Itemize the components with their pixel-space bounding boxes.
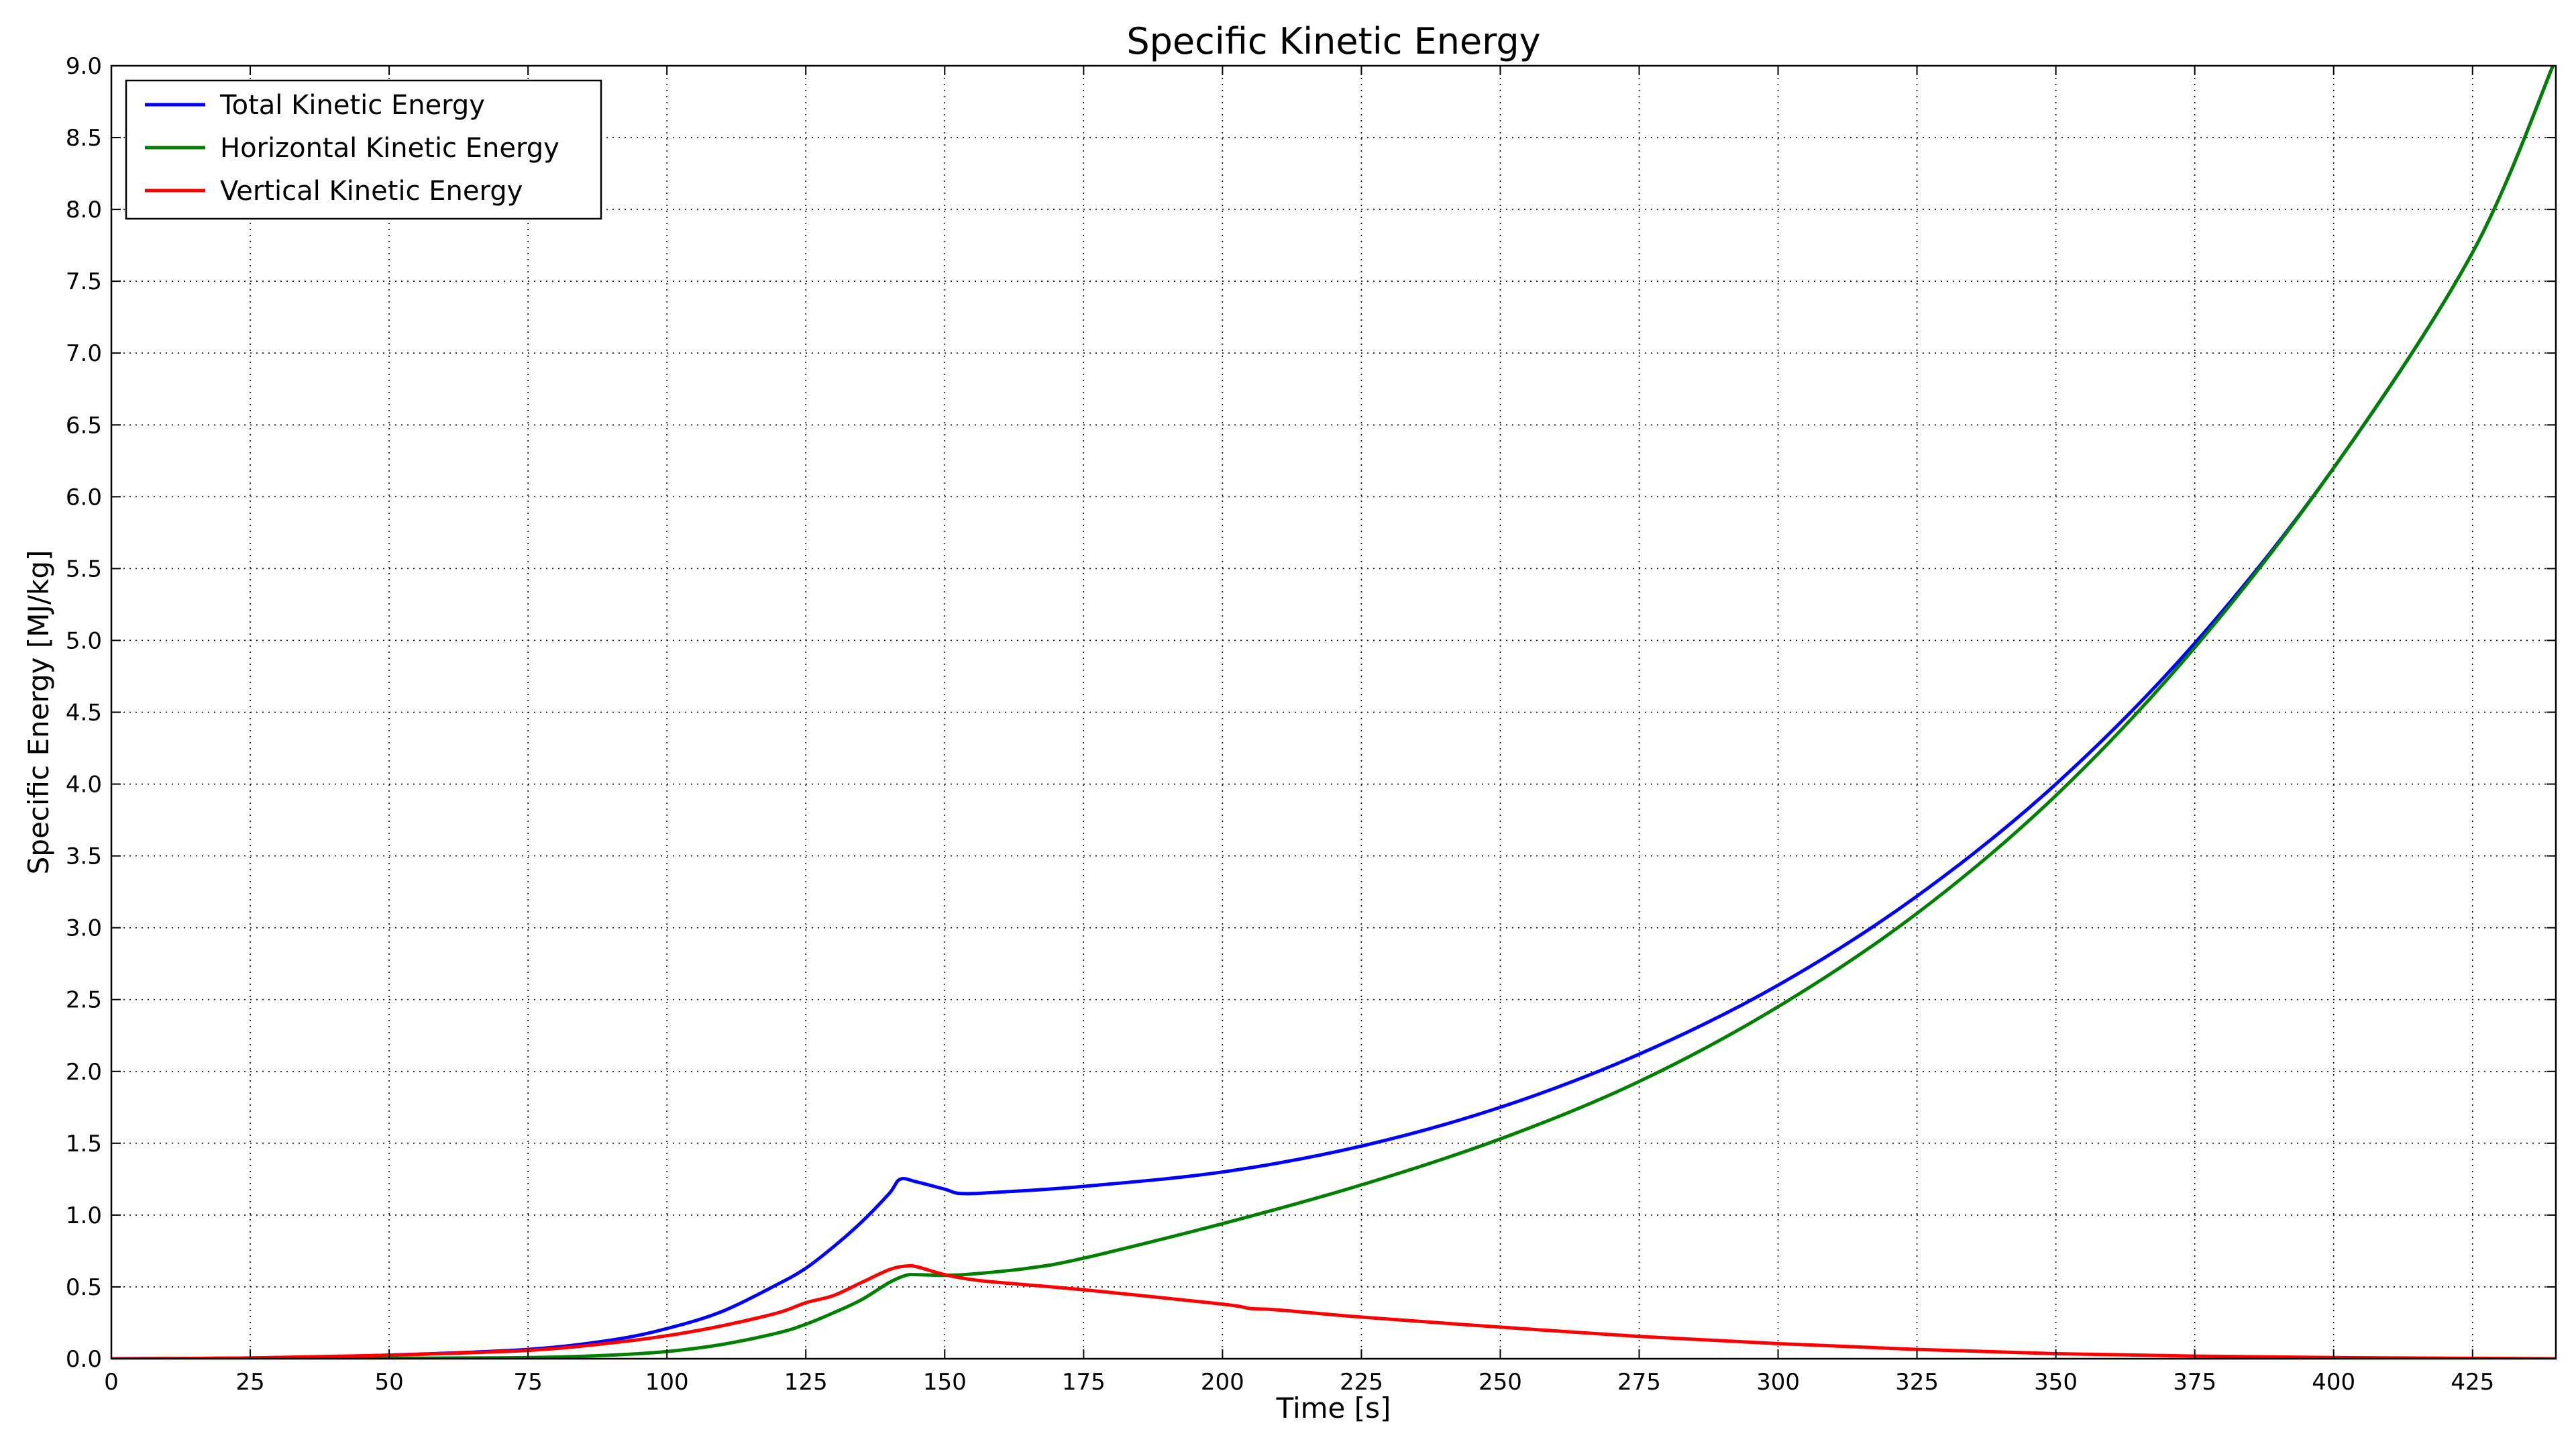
y-tick-label: 0.0 <box>66 1346 102 1373</box>
y-tick-label: 4.5 <box>66 700 102 727</box>
x-tick-label: 200 <box>1201 1369 1244 1396</box>
y-tick-label: 5.0 <box>66 627 102 654</box>
x-tick-label: 125 <box>784 1369 828 1396</box>
x-tick-label: 50 <box>374 1369 403 1396</box>
y-tick-label: 1.0 <box>66 1202 102 1229</box>
y-tick-label: 8.5 <box>66 125 102 152</box>
x-tick-label: 0 <box>104 1369 119 1396</box>
x-axis-label: Time [s] <box>1276 1392 1391 1424</box>
x-tick-label: 275 <box>1617 1369 1661 1396</box>
y-tick-label: 7.5 <box>66 268 102 295</box>
y-tick-label: 3.5 <box>66 843 102 870</box>
y-tick-label: 0.5 <box>66 1274 102 1301</box>
x-tick-label: 150 <box>923 1369 967 1396</box>
chart-title: Specific Kinetic Energy <box>1126 20 1540 62</box>
y-tick-label: 6.5 <box>66 412 102 439</box>
x-tick-label: 75 <box>514 1369 543 1396</box>
x-tick-label: 175 <box>1062 1369 1106 1396</box>
y-tick-label: 9.0 <box>66 53 102 80</box>
x-tick-label: 375 <box>2173 1369 2216 1396</box>
legend-label: Horizontal Kinetic Energy <box>220 133 559 164</box>
grid-layer <box>111 66 2556 1359</box>
legend: Total Kinetic Energy Horizontal Kinetic E… <box>125 79 602 220</box>
y-axis-label: Specific Energy [MJ/kg] <box>22 550 55 875</box>
y-tick-label: 7.0 <box>66 340 102 367</box>
x-tick-label: 25 <box>235 1369 264 1396</box>
legend-label: Total Kinetic Energy <box>219 90 485 121</box>
y-tick-label: 1.5 <box>66 1131 102 1157</box>
y-tick-label: 4.0 <box>66 772 102 798</box>
y-tick-label: 8.0 <box>66 197 102 223</box>
y-tick-label: 2.0 <box>66 1059 102 1086</box>
x-tick-label: 225 <box>1340 1369 1383 1396</box>
x-tick-label: 400 <box>2312 1369 2355 1396</box>
y-tick-label: 6.0 <box>66 484 102 511</box>
tick-layer: 0 25 50 75 100 125 150 175 200 225 250 275 300 325 350… <box>66 53 2556 1396</box>
x-tick-label: 350 <box>2034 1369 2078 1396</box>
y-tick-label: 2.5 <box>66 987 102 1014</box>
y-tick-label: 5.5 <box>66 556 102 582</box>
series-total-kinetic-energy <box>111 66 2555 1359</box>
x-tick-label: 250 <box>1479 1369 1522 1396</box>
x-tick-label: 300 <box>1756 1369 1800 1396</box>
x-tick-label: 325 <box>1895 1369 1939 1396</box>
y-tick-label: 3.0 <box>66 915 102 942</box>
x-tick-label: 425 <box>2451 1369 2494 1396</box>
series-vertical-kinetic-energy <box>111 1263 2556 1359</box>
legend-label: Vertical Kinetic Energy <box>220 176 523 207</box>
x-tick-label: 100 <box>645 1369 689 1396</box>
